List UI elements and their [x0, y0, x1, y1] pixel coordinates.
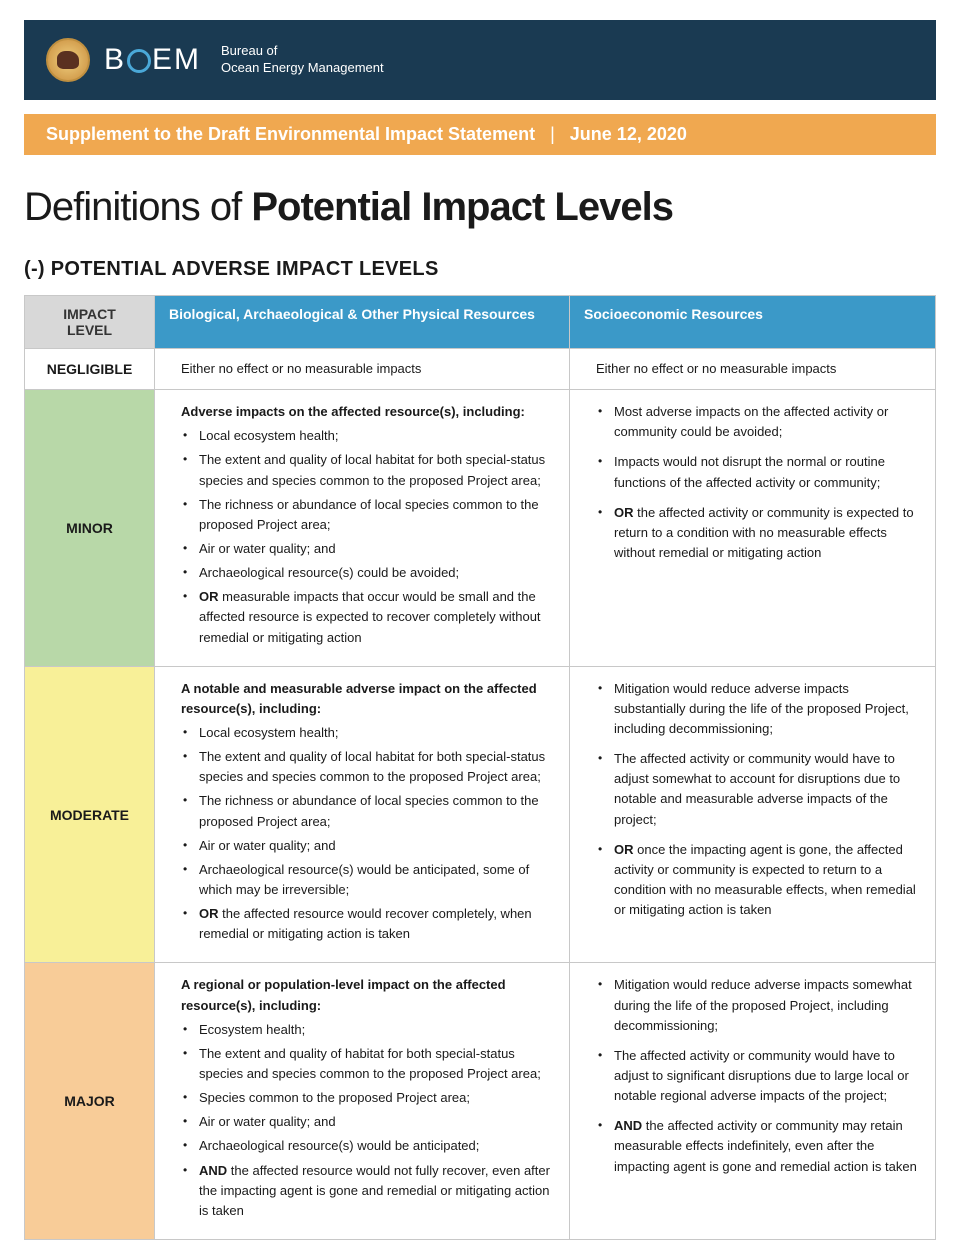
list-item-or: OR measurable impacts that occur would b…	[181, 587, 551, 647]
list-item: Local ecosystem health;	[181, 723, 551, 743]
major-socio: Mitigation would reduce adverse impacts …	[570, 963, 936, 1240]
header-banner: B EM Bureau of Ocean Energy Management	[24, 20, 936, 100]
or-word: OR	[199, 906, 219, 921]
list-item: Species common to the proposed Project a…	[181, 1088, 551, 1108]
negligible-bio: Either no effect or no measurable impact…	[155, 349, 570, 390]
agency-line1: Bureau of	[221, 43, 384, 60]
list-item: Mitigation would reduce adverse impacts …	[596, 975, 917, 1035]
moderate-socio-or: once the impacting agent is gone, the af…	[614, 842, 916, 917]
page-title: Definitions of Potential Impact Levels	[24, 185, 936, 230]
section-heading: (-) POTENTIAL ADVERSE IMPACT LEVELS	[24, 258, 936, 281]
list-item: Most adverse impacts on the affected act…	[596, 402, 917, 442]
or-word: OR	[614, 842, 634, 857]
row-minor: MINOR Adverse impacts on the affected re…	[25, 390, 936, 667]
col-header-bio: Biological, Archaeological & Other Physi…	[155, 296, 570, 349]
moderate-socio: Mitigation would reduce adverse impacts …	[570, 666, 936, 963]
negligible-socio: Either no effect or no measurable impact…	[570, 349, 936, 390]
supplement-bar: Supplement to the Draft Environmental Im…	[24, 114, 936, 155]
logo-letters-em: EM	[152, 43, 201, 77]
and-word: AND	[199, 1163, 227, 1178]
list-item: Local ecosystem health;	[181, 426, 551, 446]
minor-socio-or: the affected activity or community is ex…	[614, 505, 914, 560]
page-title-bold: Potential Impact Levels	[251, 185, 673, 229]
agency-line2: Ocean Energy Management	[221, 60, 384, 77]
list-item: The affected activity or community would…	[596, 749, 917, 830]
list-item-or: OR once the impacting agent is gone, the…	[596, 840, 917, 921]
table-header-row: IMPACT LEVEL Biological, Archaeological …	[25, 296, 936, 349]
list-item: The richness or abundance of local speci…	[181, 791, 551, 831]
moderate-socio-list: Mitigation would reduce adverse impacts …	[596, 679, 917, 921]
minor-socio: Most adverse impacts on the affected act…	[570, 390, 936, 667]
boem-logo: B EM	[104, 43, 201, 77]
or-word: OR	[199, 589, 219, 604]
supplement-title: Supplement to the Draft Environmental Im…	[46, 124, 535, 144]
major-socio-list: Mitigation would reduce adverse impacts …	[596, 975, 917, 1176]
list-item: Archaeological resource(s) could be avoi…	[181, 563, 551, 583]
row-negligible: NEGLIGIBLE Either no effect or no measur…	[25, 349, 936, 390]
agency-seal-icon	[46, 38, 90, 82]
list-item: The extent and quality of habitat for bo…	[181, 1044, 551, 1084]
level-label-negligible: NEGLIGIBLE	[25, 349, 155, 390]
impact-table: IMPACT LEVEL Biological, Archaeological …	[24, 295, 936, 1240]
list-item-and: AND the affected resource would not full…	[181, 1161, 551, 1221]
major-bio-list: Ecosystem health; The extent and quality…	[181, 1020, 551, 1221]
list-item: Archaeological resource(s) would be anti…	[181, 860, 551, 900]
level-label-moderate: MODERATE	[25, 666, 155, 963]
minor-socio-list: Most adverse impacts on the affected act…	[596, 402, 917, 563]
logo-letter-b: B	[104, 43, 126, 77]
row-moderate: MODERATE A notable and measurable advers…	[25, 666, 936, 963]
page-title-prefix: Definitions of	[24, 185, 251, 229]
list-item: Air or water quality; and	[181, 539, 551, 559]
major-bio-and: the affected resource would not fully re…	[199, 1163, 550, 1218]
list-item-or: OR the affected resource would recover c…	[181, 904, 551, 944]
supplement-separator: |	[550, 124, 555, 144]
moderate-bio: A notable and measurable adverse impact …	[155, 666, 570, 963]
or-word: OR	[614, 505, 634, 520]
list-item: Mitigation would reduce adverse impacts …	[596, 679, 917, 739]
col-header-level: IMPACT LEVEL	[25, 296, 155, 349]
list-item-and: AND the affected activity or community m…	[596, 1116, 917, 1176]
list-item-or: OR the affected activity or community is…	[596, 503, 917, 563]
major-socio-and: the affected activity or community may r…	[614, 1118, 917, 1173]
major-bio: A regional or population-level impact on…	[155, 963, 570, 1240]
minor-bio: Adverse impacts on the affected resource…	[155, 390, 570, 667]
moderate-bio-list: Local ecosystem health; The extent and q…	[181, 723, 551, 944]
minor-bio-list: Local ecosystem health; The extent and q…	[181, 426, 551, 647]
moderate-bio-or: the affected resource would recover comp…	[199, 906, 532, 941]
list-item: The affected activity or community would…	[596, 1046, 917, 1106]
logo-o-ring-icon	[127, 49, 151, 73]
row-major: MAJOR A regional or population-level imp…	[25, 963, 936, 1240]
list-item: Air or water quality; and	[181, 836, 551, 856]
minor-bio-or: measurable impacts that occur would be s…	[199, 589, 541, 644]
agency-name: Bureau of Ocean Energy Management	[221, 43, 384, 77]
list-item: The extent and quality of local habitat …	[181, 747, 551, 787]
minor-bio-lead: Adverse impacts on the affected resource…	[181, 402, 551, 422]
level-label-minor: MINOR	[25, 390, 155, 667]
moderate-bio-lead: A notable and measurable adverse impact …	[181, 679, 551, 719]
supplement-date: June 12, 2020	[570, 124, 687, 144]
list-item: Archaeological resource(s) would be anti…	[181, 1136, 551, 1156]
major-bio-lead: A regional or population-level impact on…	[181, 975, 551, 1015]
and-word: AND	[614, 1118, 642, 1133]
list-item: Impacts would not disrupt the normal or …	[596, 452, 917, 492]
list-item: Air or water quality; and	[181, 1112, 551, 1132]
list-item: The richness or abundance of local speci…	[181, 495, 551, 535]
col-header-socio: Socioeconomic Resources	[570, 296, 936, 349]
list-item: The extent and quality of local habitat …	[181, 450, 551, 490]
list-item: Ecosystem health;	[181, 1020, 551, 1040]
level-label-major: MAJOR	[25, 963, 155, 1240]
